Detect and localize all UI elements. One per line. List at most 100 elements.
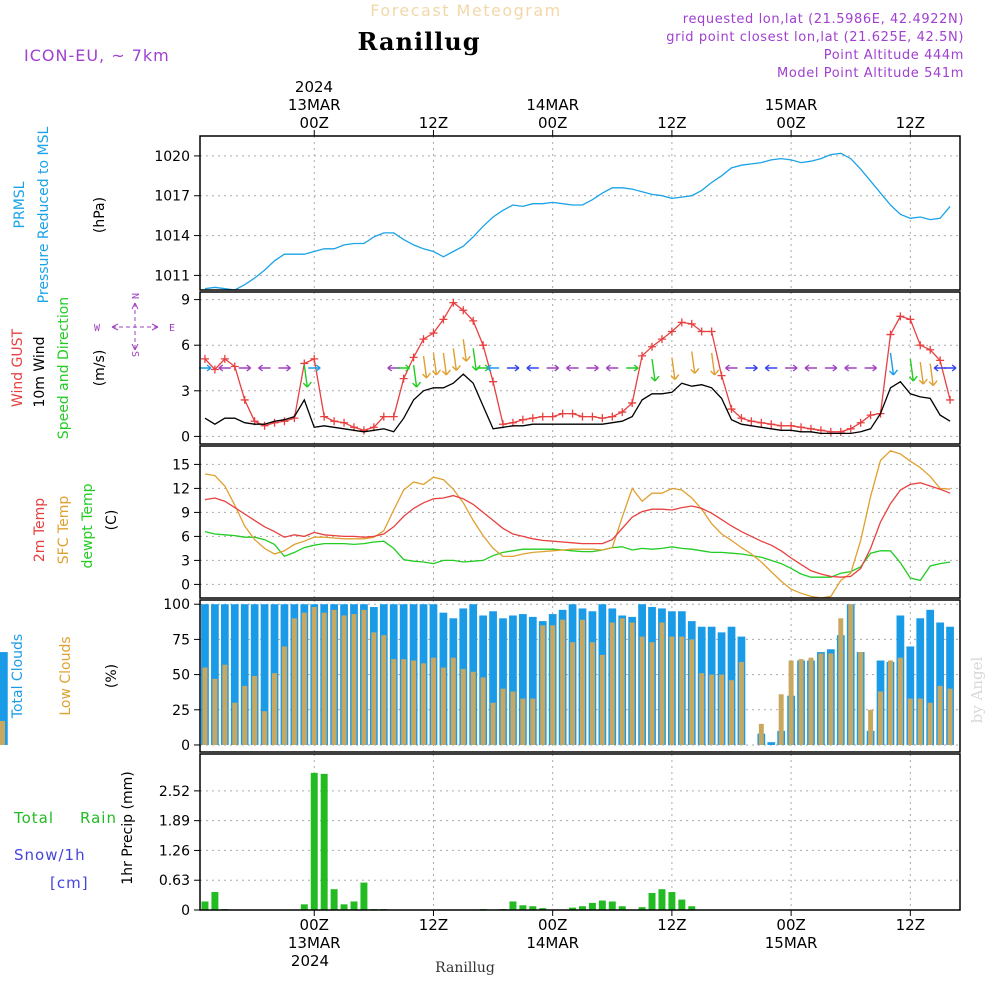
ytick-label: 25: [172, 703, 190, 719]
low-clouds-bar: [341, 615, 347, 745]
low-clouds-bar: [599, 654, 605, 745]
low-clouds-bar: [371, 632, 377, 745]
low-clouds-bar: [440, 667, 446, 745]
low-clouds-bar: [460, 668, 466, 745]
rain-bar: [330, 889, 338, 910]
rain-bar: [618, 906, 626, 910]
wind-frame: [199, 291, 961, 445]
rain-bar: [658, 889, 666, 910]
rain-bar: [539, 908, 547, 910]
total-clouds-bar: [260, 604, 269, 745]
low-clouds-bar: [580, 619, 585, 745]
top-tick-time: 12Z: [419, 114, 448, 132]
gust-point-marker: [687, 319, 696, 328]
gust-point-marker: [270, 418, 279, 427]
bottom-tick-time: 12Z: [896, 916, 925, 934]
ytick-label: 9: [181, 293, 190, 309]
total-clouds-bar: [250, 604, 259, 745]
gust-point-marker: [518, 415, 527, 424]
gust-point-marker: [856, 418, 865, 427]
gust-point-marker: [459, 306, 468, 315]
ytick-label: 0.63: [159, 873, 190, 889]
pressure-panel: 1011 1014 1017 1020: [154, 135, 961, 291]
prmsl-line: [204, 152, 951, 291]
ytick-label: 9: [181, 505, 190, 521]
temp-labels: 2m Temp SFC Temp dewpt Temp (C): [32, 483, 120, 568]
low-clouds-bar: [202, 667, 208, 745]
ytick-label: 3: [181, 553, 190, 569]
temp-frame: [199, 445, 961, 599]
gust-point-marker: [439, 315, 448, 324]
low-clouds-bar: [868, 709, 874, 745]
gust-point-marker: [558, 409, 567, 418]
low-clouds-bar: [689, 639, 695, 745]
low-clouds-bar: [858, 652, 864, 745]
wind-direction-arrow: [928, 363, 938, 387]
gust-point-marker: [916, 341, 925, 350]
low-clouds-bar: [222, 664, 228, 745]
low-clouds-bar: [291, 618, 297, 745]
gust-point-marker: [469, 316, 478, 325]
low-clouds-bar: [530, 698, 536, 745]
ytick-label: 0: [181, 429, 190, 445]
low-clouds-bar: [659, 622, 665, 745]
wind-direction-arrow: [888, 352, 899, 376]
wind-direction-arrow: [944, 364, 957, 372]
wind-direction-arrow: [471, 348, 481, 371]
gust-point-marker: [220, 354, 229, 363]
wind-direction-arrow: [308, 364, 321, 372]
top-tick-time: 00Z: [538, 114, 567, 132]
total-clouds-bar: [946, 626, 954, 745]
gust-point-marker: [657, 335, 666, 344]
wind-direction-arrow: [764, 364, 778, 372]
gust-point-marker: [846, 424, 855, 433]
gust-point-marker: [489, 377, 498, 386]
wind-direction-arrow: [258, 364, 271, 372]
clouds-unit: (%): [104, 664, 120, 688]
low-clouds-bar: [421, 663, 427, 745]
sfc-temp-label: SFC Temp: [56, 496, 72, 565]
low-clouds-bar: [808, 657, 814, 745]
pressure-frame: [199, 135, 961, 291]
gust-point-marker: [538, 412, 547, 421]
low-clouds-bar: [937, 685, 943, 745]
bottom-tick-date: 13MAR: [288, 934, 341, 952]
low-clouds-bar: [609, 622, 615, 745]
low-clouds-bar: [351, 614, 357, 745]
rain-bar: [360, 882, 368, 910]
wind-direction-arrow: [441, 352, 451, 376]
wind-direction-arrow: [745, 364, 758, 372]
wind-direction-arrow: [198, 364, 212, 372]
gust-point-marker: [667, 327, 676, 336]
dewpt-label: dewpt Temp: [80, 483, 96, 568]
low-clouds-bar: [629, 622, 635, 745]
gust-point-marker: [449, 298, 458, 307]
gust-point-marker: [628, 398, 637, 407]
rain-bar: [350, 901, 358, 910]
top-tick-date: 14MAR: [526, 96, 579, 114]
temp-panel: 0 3 6 9 12 15: [172, 445, 961, 599]
low-clouds-bar: [798, 659, 804, 745]
gust-point-marker: [906, 315, 915, 324]
total-clouds-bar: [936, 622, 945, 745]
low-clouds-bar: [0, 721, 5, 745]
sfc-temp-line: [204, 450, 951, 599]
wind-direction-arrow: [412, 365, 422, 388]
gust-point-marker: [280, 417, 289, 426]
total-clouds-bar: [906, 646, 915, 745]
compass-n: N: [129, 293, 140, 299]
gust-point-marker: [359, 426, 368, 435]
panels: 1011101410171020036903691215025507510000…: [0, 135, 961, 919]
low-clouds-bar: [887, 660, 893, 745]
low-clouds-bar: [311, 607, 317, 745]
total-clouds-bar: [489, 611, 497, 745]
total-clouds-bar: [767, 742, 776, 745]
wind-direction-arrow: [626, 364, 639, 372]
rain-bar: [569, 907, 577, 910]
wind-direction-arrow: [690, 351, 700, 374]
low-clouds-bar: [470, 671, 476, 745]
wind-direction-arrow: [908, 358, 918, 382]
gust-point-marker: [727, 405, 736, 414]
ytick-label: 100: [163, 597, 190, 613]
low-clouds-bar: [719, 674, 725, 745]
